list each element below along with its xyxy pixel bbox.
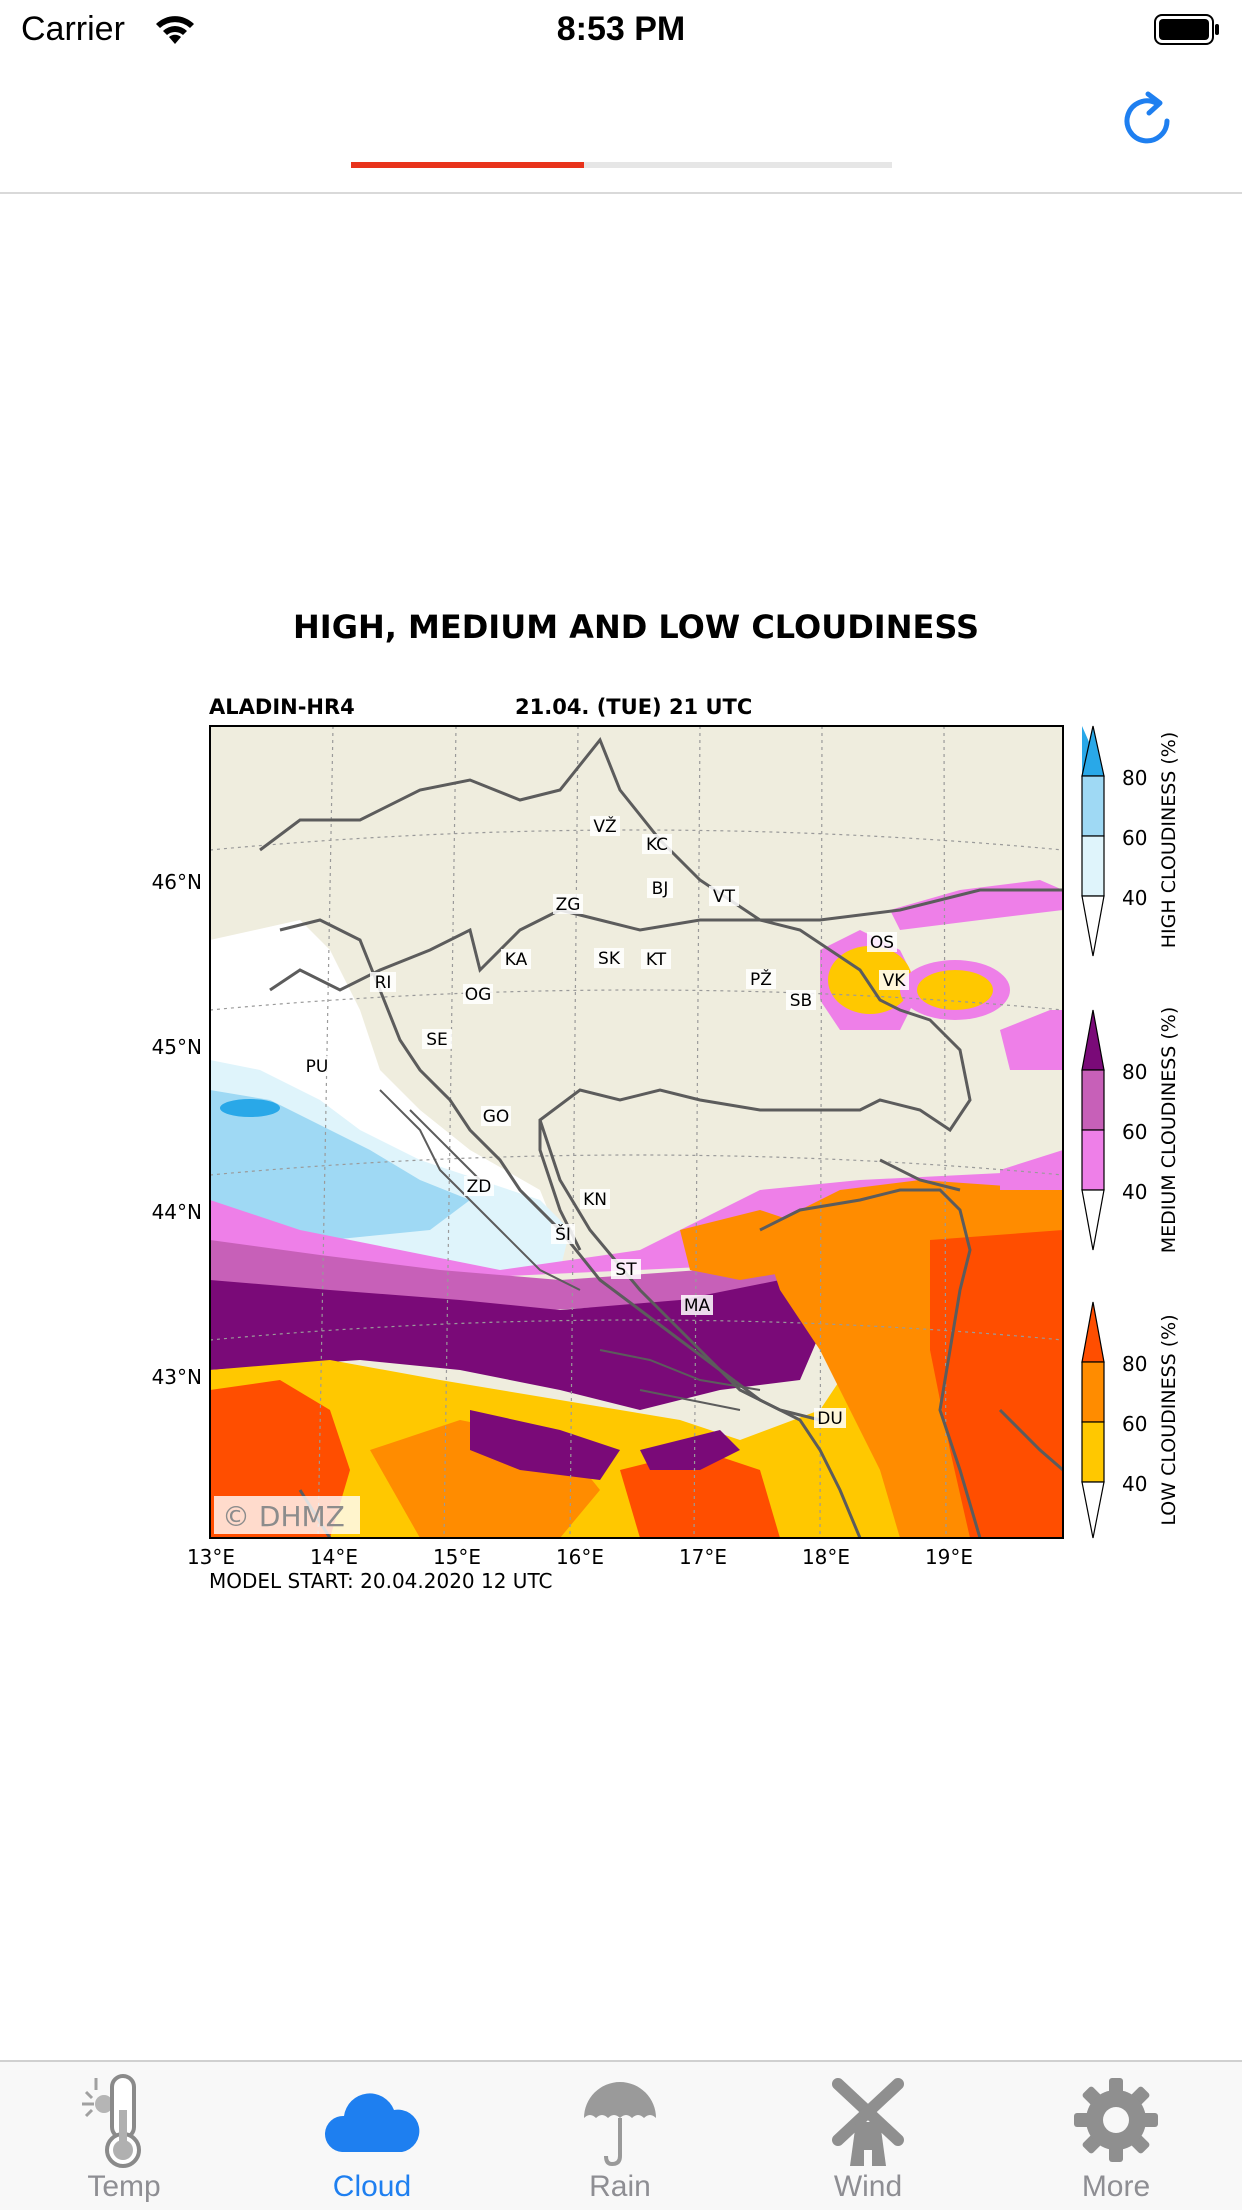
city-label: BJ	[652, 879, 669, 899]
tab-label: Wind	[833, 2170, 903, 2203]
thermometer-sun-icon	[82, 2074, 141, 2168]
gear-icon	[1074, 2078, 1158, 2162]
city-label: RI	[375, 973, 392, 993]
city-label: OG	[465, 985, 492, 1005]
colorbar-tick: 40	[1122, 886, 1147, 910]
city-label: SK	[598, 949, 621, 969]
model-start: MODEL START: 20.04.2020 12 UTC	[209, 1569, 552, 1593]
city-label: SE	[426, 1030, 448, 1050]
colorbar-tick: 80	[1122, 766, 1147, 790]
city-label: KT	[646, 950, 667, 970]
colorbar-tick: 60	[1122, 826, 1147, 850]
city-label: KA	[505, 950, 528, 970]
colorbar-label: LOW CLOUDINESS (%)	[1158, 1314, 1180, 1525]
city-label: VK	[883, 971, 907, 991]
x-axis-ticks: 13°E 14°E 15°E 16°E 17°E 18°E 19°E	[187, 1545, 973, 1569]
watermark: © DHMZ	[222, 1500, 345, 1533]
city-label: KN	[583, 1190, 607, 1210]
city-label: OS	[870, 933, 894, 953]
map-area: VŽ KC BJ ZG VT OS KA SK KT PŽ VK RI OG S…	[210, 726, 1063, 1538]
valid-time: 21.04. (TUE) 21 UTC	[515, 695, 752, 719]
city-label: PU	[306, 1057, 329, 1077]
colorbar-tick: 80	[1122, 1352, 1147, 1376]
chart-title: HIGH, MEDIUM AND LOW CLOUDINESS	[293, 608, 979, 646]
y-tick-label: 45°N	[152, 1035, 202, 1059]
low-cloudiness-colorbar: 80 60 40 LOW CLOUDINESS (%)	[1081, 1301, 1180, 1539]
city-label: ZD	[467, 1177, 492, 1197]
tab-label: Cloud	[332, 2170, 412, 2203]
clock: 8:53 PM	[556, 10, 686, 48]
tab-rain[interactable]: Rain	[496, 2062, 744, 2210]
colorbar-tick: 40	[1122, 1472, 1147, 1496]
status-bar: Carrier 8:53 PM	[0, 0, 1242, 62]
loading-progress-fill	[351, 162, 584, 168]
city-label: PŽ	[750, 968, 772, 990]
high-cloudiness-colorbar: 80 60 40 HIGH CLOUDINESS (%)	[1081, 725, 1180, 957]
tab-bar: Temp Cloud Rain Wind	[0, 2060, 1242, 2210]
tab-label: More	[1081, 2170, 1151, 2203]
windmill-icon	[832, 2078, 904, 2166]
colorbar-label: MEDIUM CLOUDINESS (%)	[1158, 1007, 1180, 1254]
colorbar-tick: 60	[1122, 1412, 1147, 1436]
city-label: DU	[817, 1409, 843, 1429]
city-label: KC	[646, 835, 668, 855]
x-tick-label: 19°E	[925, 1545, 973, 1569]
city-label: VŽ	[593, 815, 616, 837]
tab-temp[interactable]: Temp	[0, 2062, 248, 2210]
x-tick-label: 15°E	[433, 1545, 481, 1569]
city-label: ŠI	[555, 1223, 571, 1245]
medium-cloudiness-colorbar: 80 60 40 MEDIUM CLOUDINESS (%)	[1081, 1007, 1180, 1254]
carrier-label: Carrier	[21, 10, 125, 48]
colorbar-tick: 40	[1122, 1180, 1147, 1204]
loading-progress-bar	[351, 162, 892, 168]
tab-label: Temp	[87, 2170, 161, 2203]
cloud-icon	[324, 2093, 420, 2152]
x-tick-label: 16°E	[556, 1545, 604, 1569]
city-label: ST	[615, 1260, 637, 1280]
colorbar-tick: 80	[1122, 1060, 1147, 1084]
cloudiness-forecast-map[interactable]: HIGH, MEDIUM AND LOW CLOUDINESS ALADIN-H…	[0, 590, 1242, 1610]
tab-label: Rain	[589, 2170, 651, 2203]
colorbar-tick: 60	[1122, 1120, 1147, 1144]
colorbar-label: HIGH CLOUDINESS (%)	[1158, 732, 1180, 948]
y-tick-label: 46°N	[152, 870, 202, 894]
city-label: MA	[684, 1296, 711, 1316]
y-tick-label: 43°N	[152, 1365, 202, 1389]
city-label: VT	[713, 887, 736, 907]
umbrella-icon	[584, 2082, 656, 2167]
tab-more[interactable]: More	[992, 2062, 1240, 2210]
x-tick-label: 17°E	[679, 1545, 727, 1569]
y-tick-label: 44°N	[152, 1200, 202, 1224]
x-tick-label: 13°E	[187, 1545, 235, 1569]
battery-icon	[1154, 14, 1219, 45]
wifi-icon	[156, 16, 194, 44]
tab-cloud[interactable]: Cloud	[248, 2062, 496, 2210]
y-axis-ticks: 46°N 45°N 44°N 43°N	[152, 870, 202, 1389]
tab-wind[interactable]: Wind	[744, 2062, 992, 2210]
x-tick-label: 18°E	[802, 1545, 850, 1569]
city-label: ZG	[556, 895, 581, 915]
model-name: ALADIN-HR4	[209, 695, 355, 719]
refresh-icon[interactable]	[1112, 86, 1182, 156]
x-tick-label: 14°E	[310, 1545, 358, 1569]
city-labels: VŽ KC BJ ZG VT OS KA SK KT PŽ VK RI OG S…	[302, 815, 909, 1429]
city-label: GO	[483, 1107, 510, 1127]
navigation-bar	[0, 62, 1242, 194]
city-label: SB	[790, 991, 812, 1011]
